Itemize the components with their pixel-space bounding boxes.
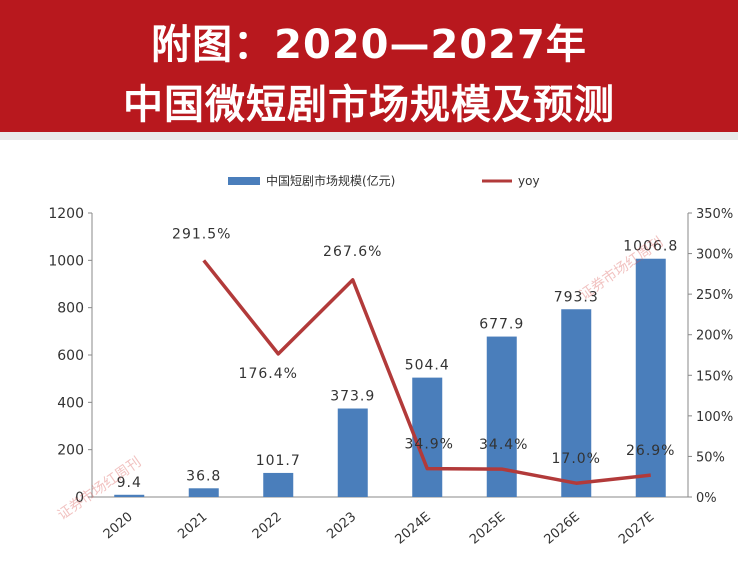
bar-data-label: 373.9 [330, 389, 375, 405]
bar-2025E [486, 336, 517, 497]
right-tick-label: 150% [696, 369, 733, 384]
left-tick-label: 1200 [48, 206, 84, 222]
left-tick-label: 800 [57, 301, 84, 317]
yoy-data-label: 267.6% [323, 244, 382, 260]
left-tick-label: 600 [57, 348, 84, 364]
bar-data-label: 677.9 [479, 317, 524, 333]
bar-data-label: 504.4 [405, 358, 450, 374]
right-tick-label: 300% [696, 248, 733, 263]
yoy-line [202, 259, 651, 485]
x-tick-label: 2026E [542, 509, 583, 547]
bar-2021 [188, 488, 219, 497]
yoy-data-label: 34.4% [479, 437, 528, 453]
yoy-data-label: 34.9% [405, 437, 454, 453]
yoy-data-label: 176.4% [239, 366, 298, 382]
x-tick-label: 2021 [175, 509, 210, 542]
legend-line-label: yoy [518, 174, 540, 188]
separator [0, 132, 738, 140]
bar-2026E [561, 309, 592, 497]
x-tick-label: 2023 [324, 509, 359, 542]
left-tick-label: 400 [57, 395, 84, 411]
x-tick-label: 2027E [616, 509, 657, 547]
x-tick-label: 2024E [393, 509, 434, 547]
left-tick-label: 0 [75, 490, 84, 506]
x-tick-label: 2020 [101, 509, 136, 542]
legend-bar-swatch [228, 177, 260, 185]
right-tick-label: 200% [696, 329, 733, 344]
title-banner: 附图：2020—2027年 中国微短剧市场规模及预测 [0, 0, 738, 132]
bar-data-label: 9.4 [117, 475, 142, 491]
bar-2020 [114, 494, 145, 497]
yoy-data-label: 26.9% [626, 443, 675, 459]
bar-2023 [337, 408, 368, 497]
bar-data-label: 36.8 [186, 468, 221, 484]
title-line-1: 附图：2020—2027年 [151, 22, 587, 68]
yoy-data-label: 17.0% [552, 451, 601, 467]
x-tick-label: 2022 [250, 509, 285, 542]
bar-2024E [412, 377, 443, 497]
right-tick-label: 350% [696, 207, 733, 222]
bar-2027E [635, 258, 666, 497]
left-tick-label: 1000 [48, 253, 84, 269]
right-tick-label: 50% [696, 450, 725, 465]
right-tick-label: 0% [696, 491, 717, 506]
bar-data-label: 1006.8 [623, 239, 678, 255]
yoy-data-label: 291.5% [172, 226, 231, 242]
left-tick-label: 200 [57, 443, 84, 459]
title-line-2: 中国微短剧市场规模及预测 [123, 82, 615, 128]
right-tick-label: 250% [696, 288, 733, 303]
legend-bar-label: 中国短剧市场规模(亿元) [266, 173, 395, 188]
bar-2022 [263, 472, 294, 497]
bar-data-label: 793.3 [554, 289, 599, 305]
right-tick-label: 100% [696, 410, 733, 425]
bar-data-label: 101.7 [256, 453, 301, 469]
x-tick-label: 2025E [467, 509, 508, 547]
